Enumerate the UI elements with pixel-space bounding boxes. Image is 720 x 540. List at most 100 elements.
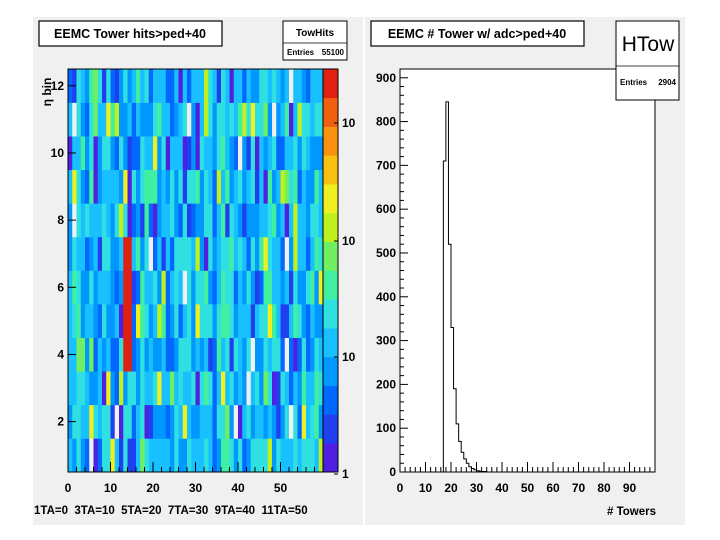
heatmap-cell [284,69,290,103]
heatmap-cell [284,438,290,473]
heatmap-cell [123,169,128,204]
heatmap-cell [297,136,303,171]
heatmap-cell [199,337,205,372]
heatmap-cell [191,270,196,305]
heatmap-y-label: η bin [40,78,54,107]
heatmap-cell [97,270,103,305]
heatmap-cell [157,337,162,372]
heatmap-cell [212,169,218,204]
heatmap-cell [102,337,107,372]
heatmap-cell [131,404,137,439]
heatmap-cell [114,337,120,372]
heatmap-cell [76,236,82,271]
histogram-x-tick-label: 70 [572,481,586,495]
heatmap-cell [187,404,192,439]
heatmap-cell [221,270,226,305]
palette-band [323,184,338,214]
heatmap-cell [119,102,124,137]
heatmap-cell [250,136,256,171]
right-stats-box [615,20,680,101]
heatmap-cell [148,203,154,238]
heatmap-cell [242,270,247,305]
heatmap-cell [267,169,273,204]
heatmap-cell [85,102,90,137]
heatmap-cell [187,337,192,372]
heatmap-cell [119,270,124,305]
heatmap-cell [106,404,111,439]
heatmap-cell [314,69,320,103]
heatmap-cell [225,371,230,406]
heatmap-cell [195,304,201,338]
heatmap-cell [289,404,294,439]
heatmap-cell [102,236,107,271]
heatmap-cell [144,69,150,103]
heatmap-cell [97,304,103,338]
heatmap-cell [170,371,175,406]
heatmap-cell [238,337,243,372]
heatmap-cell [119,304,124,338]
heatmap-cell [306,438,311,473]
heatmap-cell [310,438,315,473]
palette-label: 10 [342,350,356,364]
heatmap-cell [306,169,311,204]
histogram-area [400,69,655,472]
heatmap-cell [110,169,116,204]
heatmap-cell [284,371,290,406]
heatmap-cell [238,102,243,137]
heatmap-cell [221,337,226,372]
heatmap-cell [110,203,116,238]
heatmap-cell [182,337,188,372]
heatmap-cell [68,169,73,204]
heatmap-cell [289,169,294,204]
heatmap-cell [157,136,162,171]
heatmap-cell [123,270,128,305]
heatmap-cell [161,438,167,473]
palette-band [323,155,338,185]
heatmap-cell [276,102,281,137]
heatmap-cell [233,270,239,305]
heatmap-cell [85,270,90,305]
heatmap-cell [136,438,141,473]
heatmap-cell [267,337,273,372]
heatmap-cell [204,404,209,439]
heatmap-cell [255,438,260,473]
heatmap-cell [182,203,188,238]
right-stats-entries-label: Entries [620,78,648,87]
heatmap-cell [136,136,141,171]
heatmap-cell [153,337,158,372]
heatmap-axes: 0 10 20 30 40 50 2 4 6 8 10 12 10 10 10 1 [51,79,356,495]
heatmap-cell [284,102,290,137]
heatmap-cell [136,270,141,305]
heatmap-cell [221,69,226,103]
heatmap-x-tick-label: 20 [146,481,160,495]
heatmap-cell [267,438,273,473]
heatmap-cell [131,270,137,305]
heatmap-cell [255,236,260,271]
heatmap-cell [127,169,133,204]
heatmap-cell [76,169,82,204]
palette-band [323,356,338,386]
left-footer: 1TA=0 3TA=10 5TA=20 7TA=30 9TA=40 11TA=5… [34,505,308,517]
heatmap-cell [221,304,226,338]
heatmap-cell [314,236,320,271]
palette-label: 10 [342,116,356,130]
heatmap-cell [310,337,315,372]
heatmap-cell [246,203,252,238]
palette-band [323,299,338,329]
heatmap-cell [272,304,277,338]
heatmap-cell [80,438,86,473]
heatmap-cell [93,69,99,103]
heatmap-cell [225,69,230,103]
heatmap-cell [191,136,196,171]
heatmap-cell [314,270,320,305]
heatmap-cell [293,371,298,406]
heatmap-cell [208,169,213,204]
heatmap-cell [233,169,239,204]
heatmap-cell [267,102,273,137]
heatmap-cell [318,136,324,171]
heatmap-cell [144,102,150,137]
heatmap-cell [212,102,218,137]
palette-label: 10 [342,234,356,248]
heatmap-cell [191,404,196,439]
heatmap-cell [76,136,82,171]
